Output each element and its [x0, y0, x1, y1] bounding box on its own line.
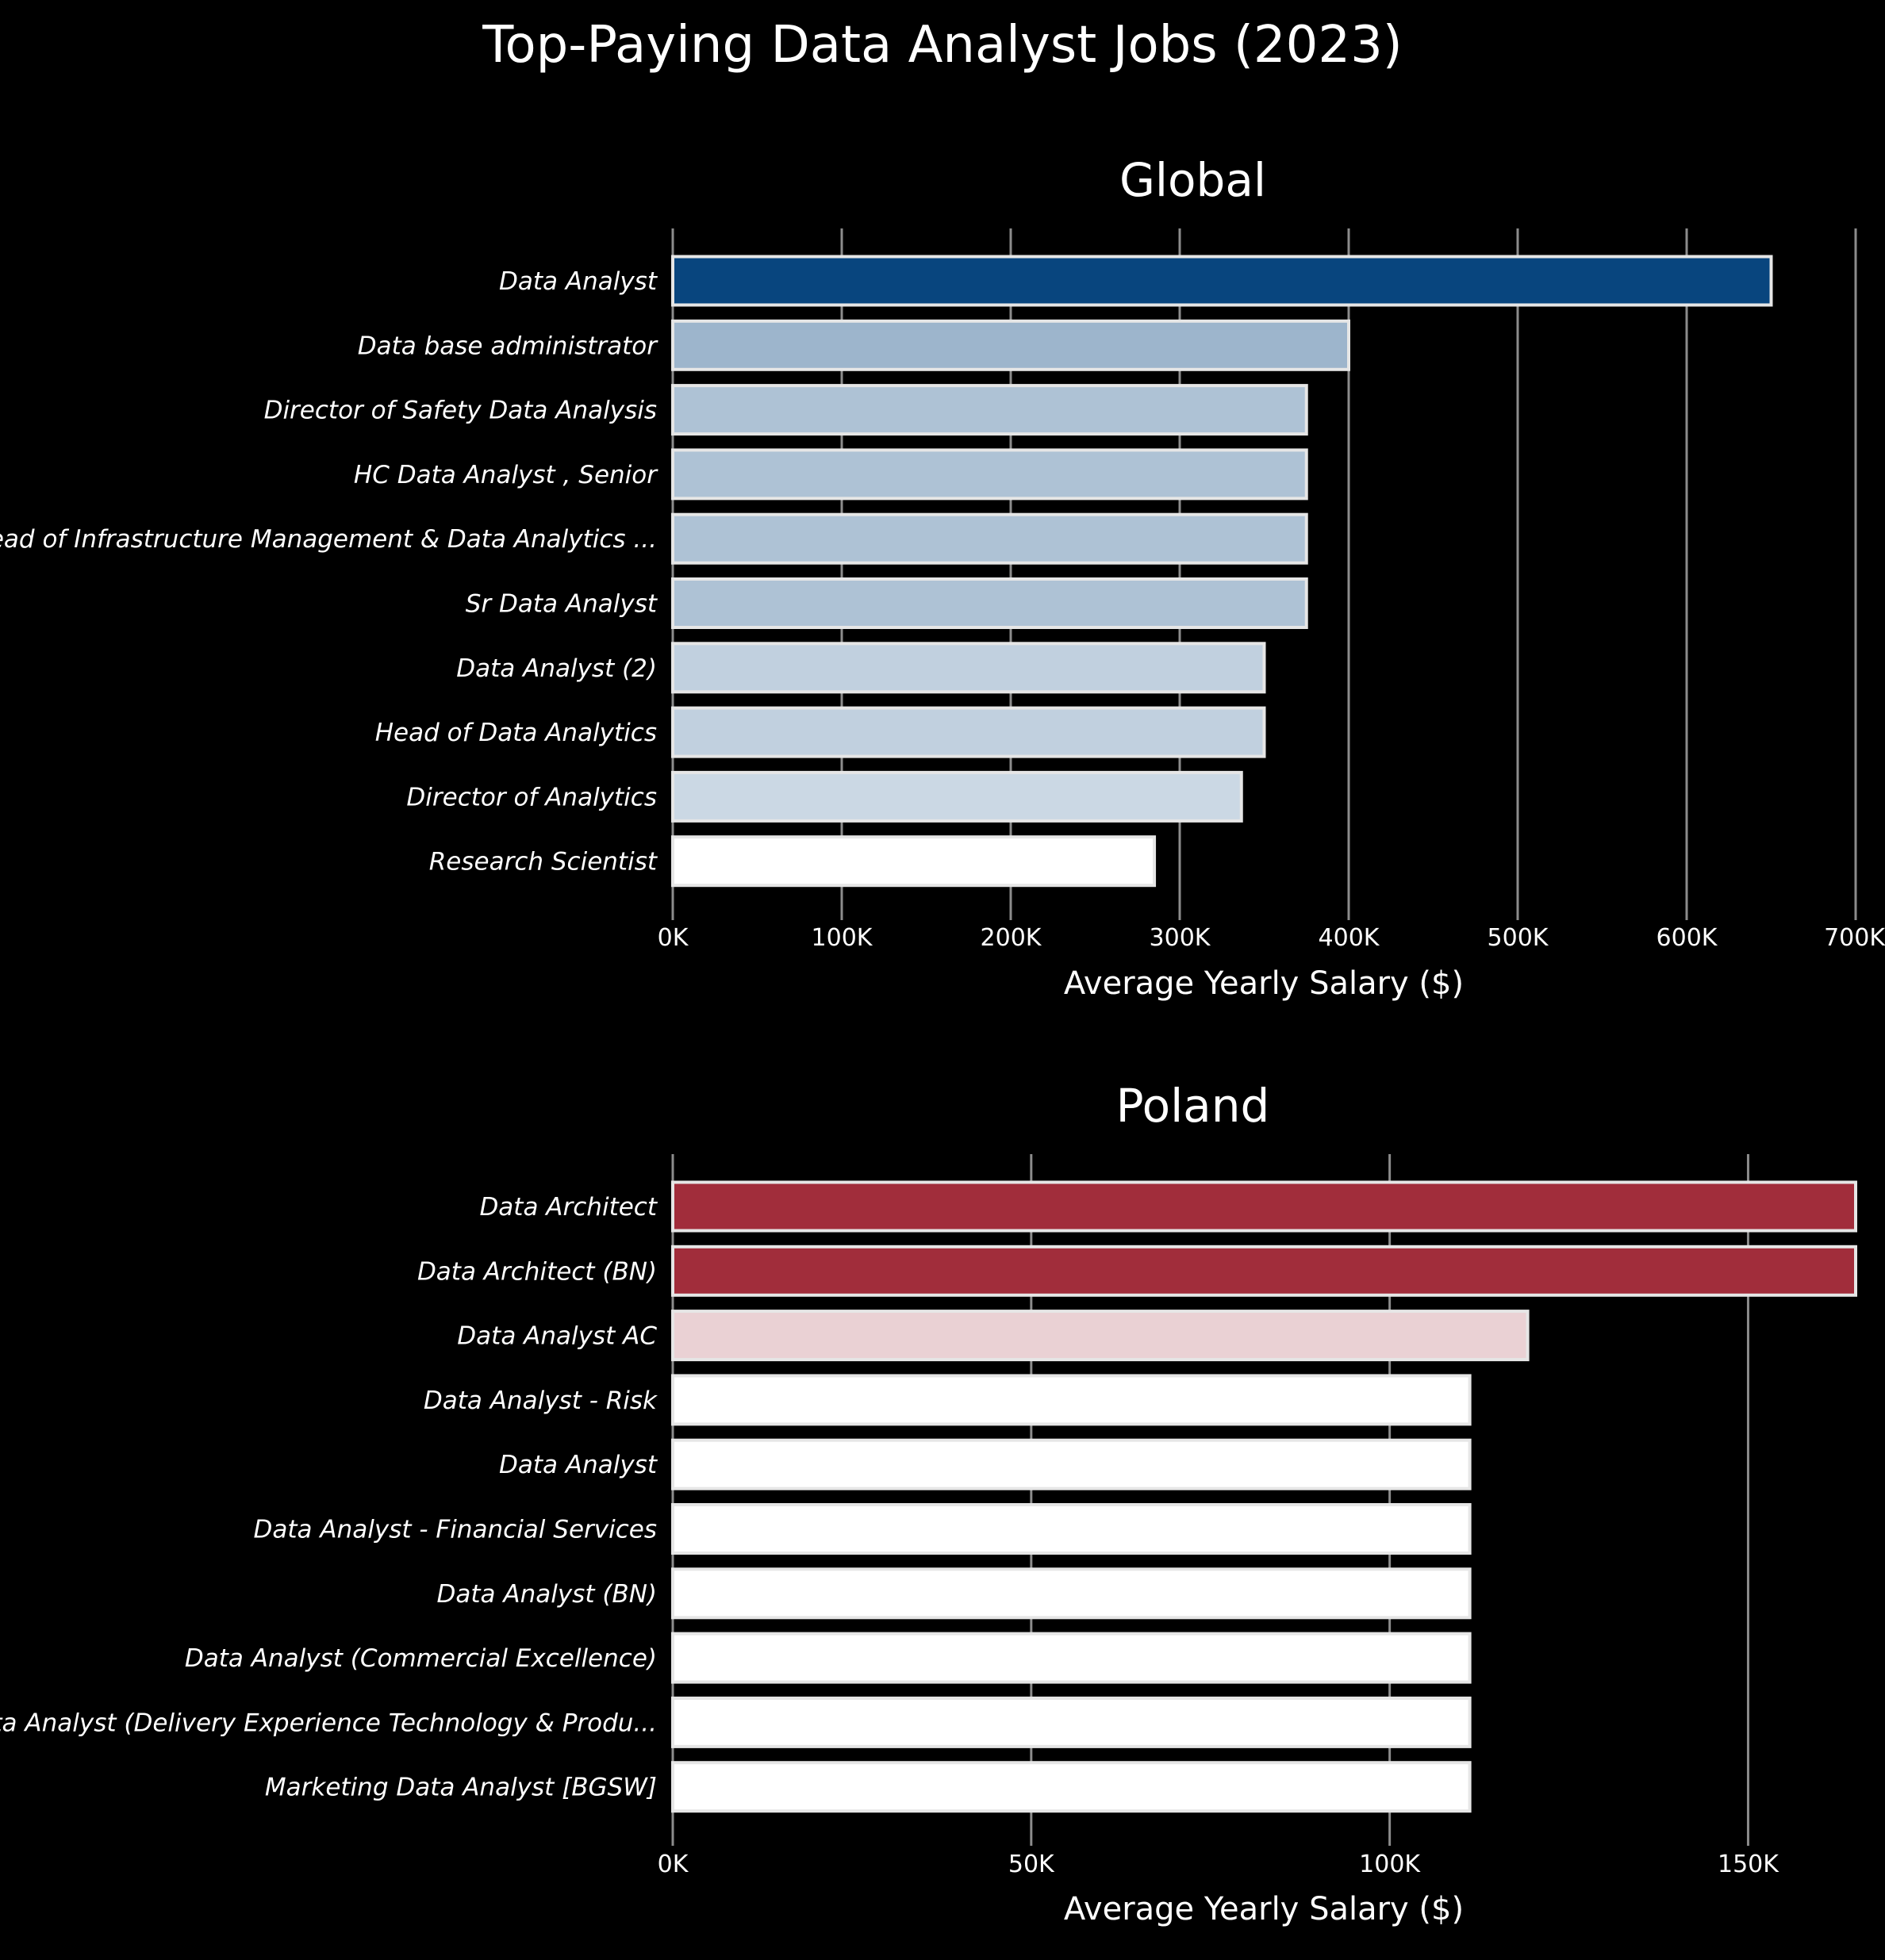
global-category-label: Data Analyst — [499, 267, 658, 296]
global-bar — [671, 512, 1308, 565]
poland-category-label: Data Analyst (Delivery Experience Techno… — [0, 1709, 657, 1737]
global-chart-panel: Global Data Analyst Data base administrato… — [0, 153, 1885, 1002]
poland-category-label: Data Analyst - Financial Services — [254, 1516, 657, 1544]
poland-category-label: Marketing Data Analyst [BGSW] — [265, 1774, 657, 1802]
chart-main-title: Top-Paying Data Analyst Jobs (2023) — [482, 16, 1403, 75]
global-bar — [671, 835, 1157, 888]
poland-bar — [671, 1761, 1472, 1813]
global-bar — [671, 642, 1266, 694]
global-category-label: Research Scientist — [429, 848, 658, 876]
poland-category-label: Data Architect (BN) — [417, 1257, 657, 1286]
global-category-label: HC Data Analyst , Senior — [354, 461, 658, 489]
global-category-label: Head of Infrastructure Management & Data… — [0, 525, 657, 554]
poland-category-label: Data Architect — [479, 1193, 658, 1222]
global-category-label: Head of Data Analytics — [375, 719, 657, 747]
poland-category-label: Data Analyst (Commercial Excellence) — [185, 1644, 657, 1673]
poland-category-label: Data Analyst - Risk — [424, 1387, 658, 1415]
global-x-axis-title: Average Yearly Salary ($) — [1064, 965, 1464, 1002]
poland-bar — [671, 1438, 1472, 1490]
poland-bar — [671, 1310, 1530, 1362]
global-bar — [671, 384, 1308, 436]
global-x-tick-label: 600K — [1657, 924, 1718, 952]
poland-category-label: Data Analyst AC — [457, 1322, 657, 1351]
global-category-label: Data base administrator — [358, 332, 659, 360]
global-bar — [671, 255, 1773, 307]
global-category-label: Director of Analytics — [406, 783, 657, 811]
poland-bar — [671, 1503, 1472, 1555]
global-x-tick-label: 200K — [981, 924, 1042, 952]
poland-category-label: Data Analyst — [499, 1451, 658, 1479]
global-panel-title: Global — [1119, 153, 1266, 207]
poland-x-tick-label: 50K — [1008, 1851, 1055, 1878]
poland-bar — [671, 1245, 1857, 1297]
poland-bar — [671, 1696, 1472, 1748]
global-x-tick-label: 500K — [1488, 924, 1549, 952]
poland-chart-panel: Poland Data Architect Data Architect (BN) D… — [0, 1079, 1857, 1927]
global-x-tick-label: 300K — [1150, 924, 1211, 952]
global-bar — [671, 770, 1243, 823]
poland-bar — [671, 1374, 1472, 1426]
global-bar — [671, 319, 1350, 371]
poland-category-label: Data Analyst (BN) — [437, 1580, 658, 1609]
poland-panel-title: Poland — [1116, 1079, 1270, 1133]
poland-x-tick-label: 0K — [658, 1851, 689, 1878]
global-x-tick-label: 700K — [1824, 924, 1885, 952]
poland-x-tick-label: 150K — [1718, 1851, 1779, 1878]
poland-bar — [671, 1632, 1472, 1684]
poland-bar — [671, 1567, 1472, 1620]
global-category-label: Data Analyst (2) — [456, 654, 657, 683]
global-x-tick-label: 100K — [812, 924, 873, 952]
global-x-tick-label: 400K — [1319, 924, 1380, 952]
global-bar — [671, 577, 1308, 629]
poland-x-tick-label: 100K — [1359, 1851, 1421, 1878]
poland-x-axis-title: Average Yearly Salary ($) — [1064, 1891, 1464, 1927]
global-bar — [671, 448, 1308, 501]
global-category-label: Director of Safety Data Analysis — [264, 397, 657, 425]
global-x-tick-label: 0K — [658, 924, 689, 952]
global-bar — [671, 706, 1266, 758]
poland-bar — [671, 1180, 1857, 1233]
global-category-label: Sr Data Analyst — [466, 590, 658, 619]
